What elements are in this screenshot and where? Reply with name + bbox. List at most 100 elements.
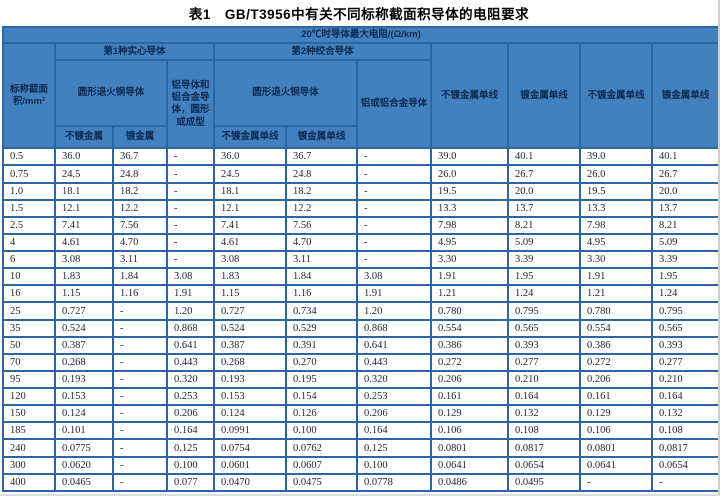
resistance-value-cell: 0.795 (650, 301, 718, 321)
cross-section-cell: 4 (2, 232, 56, 253)
resistance-value-cell: 0.641 (166, 335, 215, 355)
resistance-value-cell: 5.09 (507, 232, 581, 253)
resistance-value-cell: 7.98 (430, 215, 509, 235)
resistance-value-cell: 18.2 (285, 181, 358, 201)
resistance-value-cell: 0.386 (579, 335, 653, 355)
resistance-value-cell: - (650, 472, 718, 493)
resistance-value-cell: 0.868 (356, 318, 432, 338)
resistance-value-cell: 20.0 (507, 181, 581, 201)
header-row-coatings: 不镀金属 镀金属 不镀金属单线 镀金属单线 (3, 125, 718, 150)
resistance-value-cell: 26.7 (650, 164, 718, 184)
resistance-value-cell: 3.08 (166, 267, 215, 287)
resistance-value-cell: 1.84 (285, 267, 358, 287)
resistance-value-cell: 26.7 (507, 164, 581, 184)
table-row: 0.75 24.5 24.8-24.5 24.8-26.0 26.7 26.0 26.7 (2, 164, 718, 184)
resistance-value-cell: 1.16 (285, 284, 358, 304)
resistance-value-cell: 4.95 (579, 232, 653, 253)
resistance-table: 20℃时导体最大电阻/(Ω/km) 标称截面积/mm² 第1种实心导体 第2种绞… (1, 25, 718, 493)
resistance-value-cell: 0.387 (213, 335, 287, 355)
resistance-value-cell: - (579, 472, 653, 493)
resistance-value-cell: 0.077 (166, 472, 215, 493)
resistance-value-cell: 13.3 (579, 198, 653, 218)
resistance-value-cell: 7.56 (112, 215, 168, 235)
header-solid-copper-coated: 镀金属 (112, 125, 168, 150)
resistance-value-cell: 0.0470 (213, 472, 287, 493)
resistance-value-cell: 13.3 (430, 198, 509, 218)
resistance-value-cell: 0.108 (650, 421, 718, 441)
cross-section-cell: 1.0 (2, 181, 56, 201)
resistance-value-cell: 0.253 (166, 387, 215, 407)
resistance-value-cell: 0.0607 (285, 455, 358, 475)
cross-section-cell: 150 (2, 404, 56, 424)
resistance-value-cell: 1.15 (213, 284, 287, 304)
resistance-value-cell: - (166, 215, 215, 235)
resistance-value-cell: 1.24 (650, 284, 718, 304)
resistance-value-cell: - (356, 215, 432, 235)
table-row: 150 0.124-0.206 0.124 0.126 0.206 0.129 0.132 0… (2, 404, 718, 424)
header-right-coated-wire-2: 镀金属单线 (650, 42, 718, 150)
resistance-value-cell: 0.0495 (507, 472, 581, 493)
resistance-value-cell: 0.565 (507, 318, 581, 338)
cross-section-cell: 50 (2, 335, 56, 355)
resistance-value-cell: 19.5 (579, 181, 653, 201)
resistance-value-cell: 0.206 (430, 369, 509, 390)
resistance-value-cell: 0.161 (430, 387, 509, 407)
resistance-value-cell: 0.0762 (285, 438, 358, 458)
cross-section-cell: 2.5 (2, 215, 56, 235)
resistance-value-cell: 3.11 (285, 250, 358, 270)
resistance-value-cell: 26.0 (579, 164, 653, 184)
resistance-value-cell: 18.1 (213, 181, 287, 201)
header-right-coated-wire-1: 镀金属单线 (507, 42, 581, 150)
resistance-value-cell: 24.5 (54, 164, 114, 184)
resistance-value-cell: 0.125 (356, 438, 432, 458)
table-row: 10 1.83 1.84 3.08 1.83 1.84 3.08 1.91 1.95 1.91 1.… (2, 267, 718, 287)
resistance-value-cell: 1.84 (112, 267, 168, 287)
resistance-value-cell: 12.1 (54, 198, 114, 218)
resistance-value-cell: 1.91 (579, 267, 653, 287)
table-row: 35 0.524-0.868 0.524 0.529 0.868 0.554 0.565 0.… (2, 318, 718, 338)
resistance-value-cell: - (166, 147, 215, 167)
cross-section-cell: 300 (2, 455, 56, 475)
resistance-value-cell: 0.106 (579, 421, 653, 441)
resistance-value-cell: 1.95 (507, 267, 581, 287)
resistance-value-cell: 1.21 (430, 284, 509, 304)
resistance-value-cell: 20.0 (650, 181, 718, 201)
resistance-value-cell: 0.210 (507, 369, 581, 390)
resistance-value-cell: 18.2 (112, 181, 168, 201)
resistance-value-cell: 40.1 (650, 147, 718, 167)
resistance-value-cell: 0.154 (285, 387, 358, 407)
resistance-value-cell: 1.91 (166, 284, 215, 304)
resistance-value-cell: 0.124 (213, 404, 287, 424)
cross-section-cell: 400 (2, 472, 56, 493)
table-title: 表1 GB/T3956中有关不同标称截面积导体的电阻要求 (188, 7, 530, 22)
table-row: 400 0.0465-0.077 0.0470 0.0475 0.0778 0.0486 0… (2, 472, 718, 493)
resistance-value-cell: 36.7 (285, 147, 358, 167)
resistance-value-cell: 0.868 (166, 318, 215, 338)
table-row: 25 0.727-1.20 0.727 0.734 1.20 0.780 0.795 0.78… (2, 301, 718, 321)
header-stranded-copper: 圆形退火铜导体 (213, 59, 358, 128)
resistance-value-cell: 40.1 (507, 147, 581, 167)
resistance-value-cell: 0.393 (650, 335, 718, 355)
resistance-value-cell: 3.30 (579, 250, 653, 270)
resistance-value-cell: 0.443 (356, 352, 432, 372)
header-row-groups: 标称截面积/mm² 第1种实心导体 第2种绞合导体 不镀金属单线 镀金属单线 不… (2, 42, 718, 150)
resistance-value-cell: 12.1 (213, 198, 287, 218)
resistance-value-cell: 0.734 (285, 301, 358, 321)
resistance-value-cell: 7.98 (579, 215, 653, 235)
cross-section-cell: 6 (2, 250, 56, 270)
table-row: 95 0.193-0.320 0.193 0.195 0.320 0.206 0.210 0.… (2, 369, 718, 390)
header-stranded-aluminium: 铝或铝合金导体 (356, 59, 432, 150)
resistance-value-cell: 36.7 (112, 147, 168, 167)
resistance-value-cell: 13.7 (650, 198, 718, 218)
cross-section-cell: 95 (2, 369, 56, 390)
resistance-value-cell: 8.21 (650, 215, 718, 235)
resistance-value-cell: 0.101 (54, 421, 114, 441)
header-unit: 20℃时导体最大电阻/(Ω/km) (1, 25, 718, 45)
resistance-value-cell: 0.795 (507, 301, 581, 321)
resistance-value-cell: 1.15 (54, 284, 114, 304)
resistance-value-cell: - (112, 318, 168, 338)
resistance-value-cell: - (112, 387, 168, 407)
resistance-value-cell: 0.253 (356, 387, 432, 407)
resistance-value-cell: 7.41 (54, 215, 114, 235)
